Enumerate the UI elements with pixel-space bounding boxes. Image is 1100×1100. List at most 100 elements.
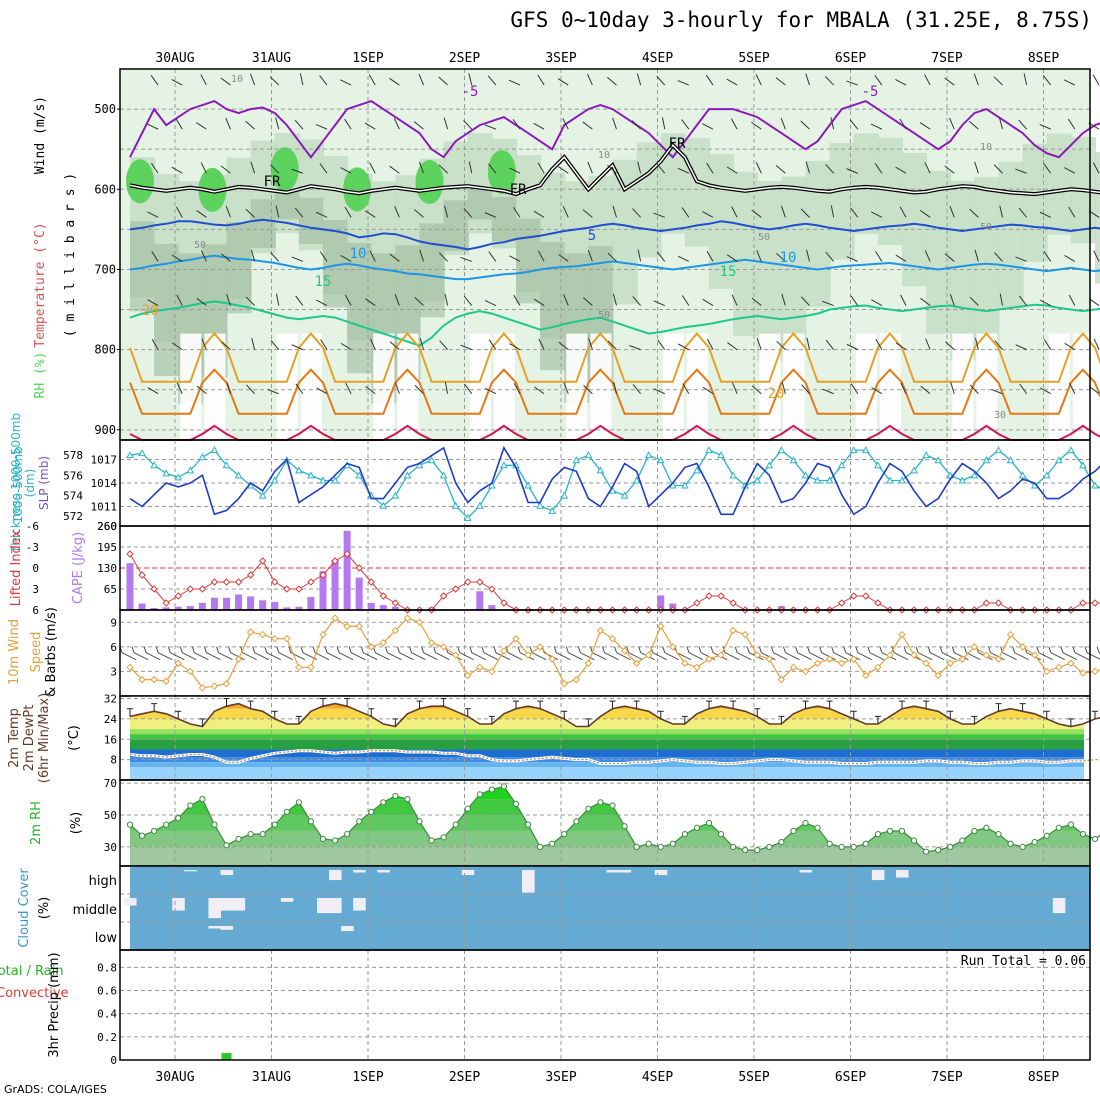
wind-barb — [340, 79, 352, 86]
wind-barb — [513, 382, 521, 394]
temp-tick-label: 8 — [110, 754, 117, 767]
rh2m-point — [1043, 832, 1050, 839]
wind-barb — [251, 337, 256, 350]
wind-barb — [949, 117, 955, 130]
wind-speed-point — [584, 659, 593, 667]
wind-barb — [612, 117, 617, 130]
wind-barb — [998, 117, 1003, 130]
wind-speed-point — [657, 622, 665, 631]
rh2m-point — [754, 846, 761, 854]
precip-label-conv: Convective — [0, 986, 69, 1001]
li-tick-label: 0 — [32, 562, 39, 575]
wind-barb — [999, 293, 1003, 306]
contour-label: FR — [669, 136, 686, 152]
wind-barb-flag — [650, 646, 654, 653]
wind-barb — [968, 120, 979, 130]
thickness-point — [789, 456, 798, 464]
wind-barb — [533, 122, 545, 130]
profile-ylabel: RH (%) Temperature (°C) Wind (m/s) ( m i l … — [33, 96, 78, 399]
wind-barb — [295, 295, 304, 306]
rh-band — [998, 161, 1024, 310]
lifted-index-point — [837, 599, 846, 607]
lifted-index-point — [138, 571, 146, 579]
wind-barb-10m — [218, 652, 233, 661]
wind-speed-point — [126, 663, 134, 672]
wind-barb-flag — [951, 646, 955, 653]
wind-barb-flag — [963, 646, 967, 653]
cape-bar — [150, 608, 158, 610]
wind-barb-10m — [157, 652, 173, 661]
wind-barb — [444, 381, 449, 394]
wind-barb — [781, 382, 786, 394]
wind-barb — [800, 296, 810, 306]
wind-barb — [176, 382, 183, 394]
precip-label-rain: Total / Rain — [0, 964, 64, 979]
wind-barb — [830, 117, 835, 130]
wind-barb — [344, 206, 352, 218]
rh2m-point — [428, 837, 435, 844]
rh-moist-cell — [126, 159, 154, 204]
rh2m-point — [585, 805, 592, 812]
thickness-point — [138, 449, 146, 457]
thickness-point — [391, 491, 400, 499]
thickness-point — [958, 476, 967, 484]
wind-barb — [825, 251, 835, 262]
wind-barb-flag — [167, 646, 171, 653]
wind-barb — [176, 294, 183, 306]
contour-label: 15 — [315, 274, 332, 290]
wind-barb-flag — [517, 646, 521, 653]
wind-barb — [631, 120, 641, 130]
wind-barb-flag — [1060, 646, 1064, 653]
wind-barb — [801, 384, 810, 395]
wind-barb — [345, 382, 352, 394]
wind-barb — [800, 208, 810, 218]
wind-barb — [513, 294, 521, 306]
wind-barb — [250, 161, 256, 174]
rh-moist-cell — [415, 160, 444, 205]
rh2m-point — [175, 815, 182, 822]
wind-speed-point — [705, 655, 713, 663]
rh-dry-pocket — [879, 333, 901, 440]
thickness-point — [150, 461, 158, 469]
rh2m-point — [1019, 843, 1026, 850]
wind-label: & Barbs (m/s) — [44, 607, 59, 697]
rh-unit: (%) — [69, 812, 84, 835]
wind-speed-point — [258, 630, 267, 639]
wind-barb-10m — [230, 652, 245, 661]
wind-barb — [636, 73, 642, 86]
rh2m-point — [935, 846, 942, 854]
thickness-point — [210, 446, 219, 454]
rh-moist-cell — [487, 150, 516, 195]
wind-barb — [969, 384, 979, 395]
wind-barb — [509, 343, 521, 351]
lifted-index-point — [717, 592, 725, 600]
wind-barb — [1092, 162, 1100, 174]
cape-tick-label: 130 — [97, 562, 117, 575]
y-tick-label: 600 — [94, 182, 116, 196]
contour-label: -5 — [862, 84, 879, 100]
rh-band — [684, 138, 710, 247]
lifted-index-point — [271, 578, 279, 586]
date-label-top: 7SEP — [931, 51, 962, 66]
thickness-line — [129, 449, 1100, 519]
lifted-index-point — [874, 599, 882, 607]
wind-barb — [677, 80, 690, 86]
wind-barb-10m — [483, 652, 499, 661]
cloud-clear-cell — [1052, 898, 1066, 914]
thickness-point — [439, 471, 448, 479]
y-tick-label: 700 — [94, 262, 116, 276]
lifted-index-point — [295, 585, 303, 593]
wind-barb-10m — [616, 652, 631, 661]
wind-speed-point — [138, 675, 146, 684]
wind-barb — [225, 205, 231, 218]
wind-barb-10m — [145, 652, 161, 661]
li-tick-label: 6 — [32, 604, 39, 617]
cloud-clear-cell — [522, 870, 535, 893]
cape-bar — [295, 606, 303, 610]
precip-tick-label: 0.4 — [97, 1008, 117, 1021]
rh-band — [805, 160, 831, 307]
wind-barb-flag — [1096, 646, 1100, 653]
temp-tick-label: 24 — [104, 713, 118, 726]
thickness-point — [355, 471, 364, 479]
wind-barb-flag — [782, 646, 786, 653]
